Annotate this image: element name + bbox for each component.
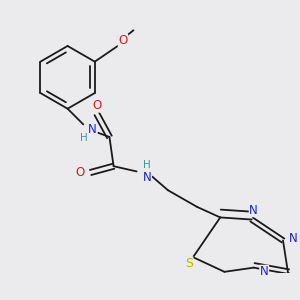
Text: H: H	[80, 133, 88, 143]
Text: N: N	[88, 123, 97, 136]
Text: N: N	[143, 171, 152, 184]
Text: N: N	[260, 265, 268, 278]
Text: N: N	[249, 204, 258, 217]
Text: N: N	[289, 232, 298, 245]
Text: O: O	[118, 34, 127, 47]
Text: S: S	[185, 257, 193, 270]
Text: O: O	[76, 166, 85, 179]
Text: O: O	[92, 99, 101, 112]
Text: H: H	[143, 160, 151, 170]
